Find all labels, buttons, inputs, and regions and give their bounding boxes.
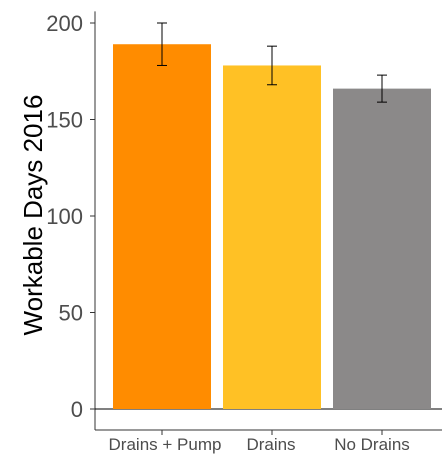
x-tick-label: Drains — [246, 435, 295, 454]
y-tick-label: 50 — [59, 301, 83, 326]
y-tick-label: 0 — [71, 397, 83, 422]
bar-no-drains — [333, 88, 431, 410]
bars — [113, 44, 431, 410]
x-tick-label: Drains + Pump — [109, 435, 222, 454]
y-tick-label: 150 — [46, 108, 83, 133]
y-tick-label: 200 — [46, 11, 83, 36]
error-bar — [267, 45, 277, 86]
y-axis-label: Workable Days 2016 — [18, 95, 48, 336]
x-tick-label: No Drains — [334, 435, 410, 454]
x-axis: Drains + Pump Drains No Drains — [95, 429, 442, 454]
bar-drains — [223, 65, 321, 410]
y-tick-label: 100 — [46, 204, 83, 229]
error-bars — [157, 22, 387, 103]
bar-drains-pump — [113, 44, 211, 409]
error-bar — [157, 22, 167, 66]
error-bar — [377, 74, 387, 103]
